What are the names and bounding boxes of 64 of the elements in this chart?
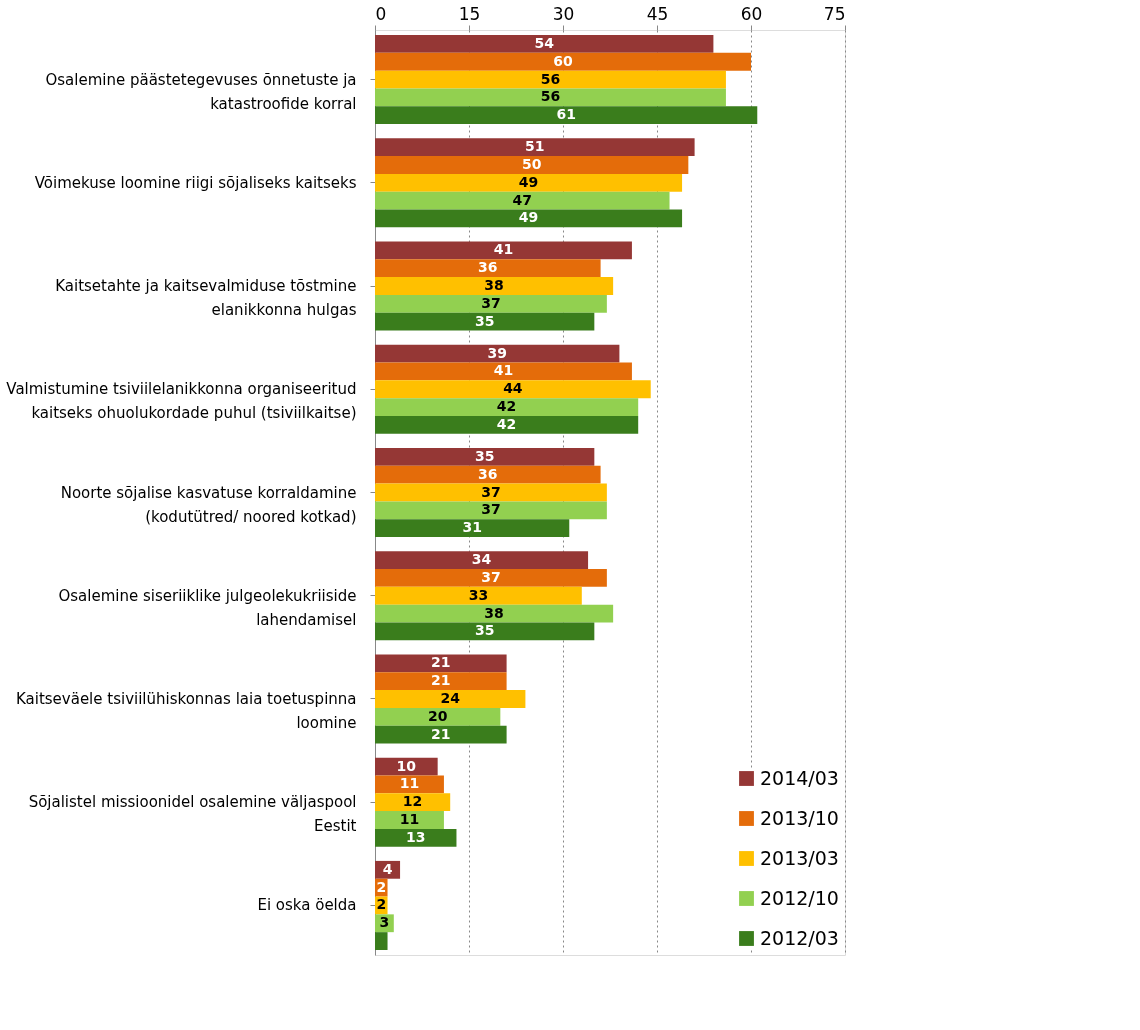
x-tick-label: 75 (823, 3, 846, 24)
data-label: 47 (512, 191, 533, 208)
data-label: 42 (496, 398, 517, 415)
data-label: 54 (534, 34, 555, 51)
data-label: 2 (376, 896, 387, 913)
data-label: 4 (382, 860, 393, 877)
data-label: 12 (402, 793, 423, 810)
y-tick-label: Valmistumine tsiviilelanikkonna organiseeritud kaitseks ohuolukordade puhul (tsiviilkaitse) (6, 380, 357, 423)
y-tick-label: Ei oska öelda (257, 896, 357, 915)
data-label: 33 (468, 586, 489, 603)
data-label: 35 (474, 447, 495, 464)
x-tick-label: 30 (552, 3, 575, 24)
data-label: 37 (481, 483, 501, 500)
x-tick-label: 15 (458, 3, 481, 24)
data-label: 37 (481, 568, 501, 585)
data-label: 10 (396, 757, 417, 774)
x-tick-label: 60 (740, 3, 763, 24)
y-tick-label: Osalemine päästetegevuses õnnetuste ja katastroofide korral (45, 70, 357, 113)
data-label: 61 (556, 106, 576, 123)
data-label: 36 (478, 259, 498, 276)
data-label: 20 (427, 707, 448, 724)
y-tick-label: Noorte sõjalise kasvatuse korraldamine (kodutütred/ noored kotkad) (60, 483, 357, 526)
data-label: 56 (540, 88, 561, 105)
data-label: 34 (471, 551, 492, 568)
data-label: 41 (493, 362, 514, 379)
data-label: 56 (540, 70, 561, 87)
data-label: 21 (431, 725, 451, 742)
data-label: 11 (399, 775, 420, 792)
legend-label: 2014/03 (760, 766, 839, 789)
data-label: 60 (553, 52, 573, 69)
y-tick-label: Võimekuse loomine riigi sõjaliseks kaitseks (34, 173, 357, 192)
legend-label: 2013/03 (760, 846, 839, 869)
data-label: 44 (503, 380, 523, 397)
legend-label: 2013/10 (760, 806, 839, 829)
data-label: 24 (440, 689, 461, 706)
x-tick-label: 45 (646, 3, 669, 24)
legend-label: 2012/03 (760, 926, 839, 949)
data-label: 39 (487, 344, 507, 361)
y-tick-label: Kaitseväele tsiviilühiskonnas laia toetuspinna loomine (15, 689, 357, 732)
y-tick-label: Kaitsetahte ja kaitsevalmiduse tõstmine elanikkonna hulgas (55, 277, 357, 320)
y-tick-label: Osalemine siseriiklike julgeolekukriiside lahendamisel (58, 586, 357, 629)
data-label: 13 (405, 828, 426, 845)
data-label: 37 (481, 501, 501, 518)
data-label: 11 (399, 811, 420, 828)
data-label: 21 (431, 672, 451, 689)
data-label: 42 (496, 415, 517, 432)
data-label: 2 (376, 878, 387, 895)
data-label: 38 (484, 604, 504, 621)
data-label: 51 (525, 138, 545, 155)
data-label: 49 (518, 209, 539, 226)
data-label: 31 (462, 519, 482, 536)
data-label: 38 (484, 277, 504, 294)
data-label: 35 (474, 312, 495, 329)
data-label: 41 (493, 241, 514, 258)
data-label: 50 (521, 155, 542, 172)
data-label: 3 (379, 914, 390, 931)
data-label: 36 (478, 465, 498, 482)
data-label: 37 (481, 294, 501, 311)
data-label: 21 (431, 654, 451, 671)
y-tick-label: Sõjalistel missioonidel osalemine väljaspool Eestit (28, 793, 357, 836)
data-label: 49 (518, 173, 539, 190)
x-tick-label: 0 (375, 3, 387, 24)
data-label: 35 (474, 622, 495, 639)
legend-label: 2012/10 (760, 886, 839, 909)
